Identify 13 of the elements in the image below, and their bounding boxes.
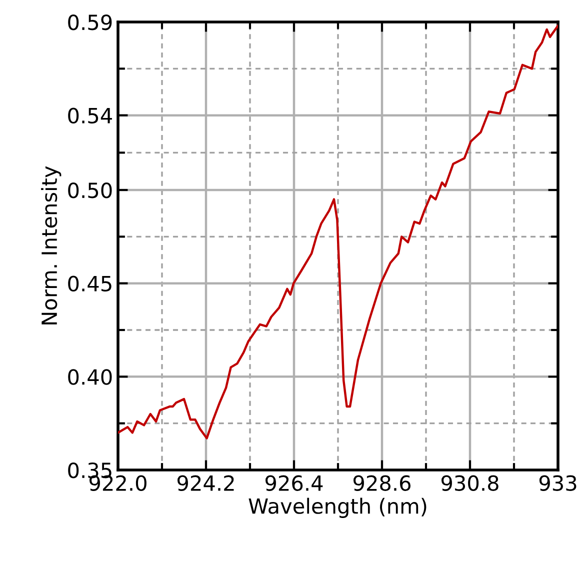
x-tick-label: 933 [539,475,576,491]
y-tick-label: 0.59 [68,14,112,30]
x-tick-label: 924.2 [177,475,234,491]
y-tick-label: 0.40 [68,369,112,385]
x-tick-label: 926.4 [265,475,323,491]
y-tick-label: 0.45 [68,276,112,292]
y-tick-label: 0.50 [68,182,112,198]
x-tick-label: 928.6 [353,475,411,491]
line-series [118,24,558,440]
y-axis-title: Norm. Intensity [41,166,62,324]
y-tick-label: 0.54 [68,108,112,124]
x-tick-label: 930.8 [441,475,498,491]
x-axis-title: Wavelength (nm) [248,498,426,518]
